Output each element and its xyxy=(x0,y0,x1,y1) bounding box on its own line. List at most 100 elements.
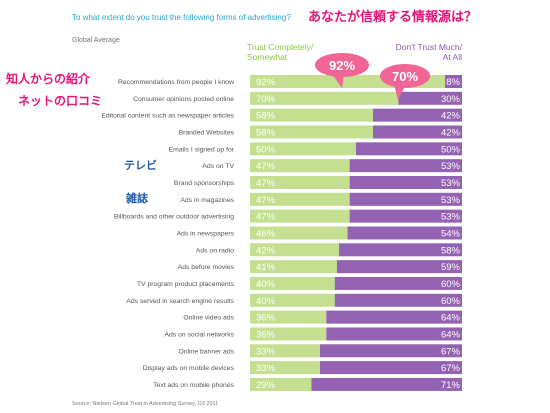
bar-row: Ads in magazines 47% 53% xyxy=(180,192,462,206)
chart-title: To what extent do you trust the followin… xyxy=(72,13,291,22)
bar-row: Display ads on mobile devices 33% 67% xyxy=(143,361,462,375)
bubble-70-label: 70% xyxy=(392,69,418,84)
source-note: Source: Nielsen Global Trust in Advertis… xyxy=(72,401,219,407)
bar-trust xyxy=(250,91,399,105)
value-label-trust: 36% xyxy=(256,313,276,324)
value-label-distrust: 42% xyxy=(441,111,461,122)
legend-trust-line-2: Somewhat xyxy=(247,52,288,62)
callout-bubbles: 92% 70% xyxy=(315,53,430,100)
value-label-trust: 40% xyxy=(256,279,276,290)
value-label-trust: 29% xyxy=(256,380,276,391)
bar-trust xyxy=(250,209,350,223)
value-label-trust: 47% xyxy=(256,212,276,223)
value-label-trust: 70% xyxy=(256,94,276,105)
bar-row: Ads on TV 47% 53% xyxy=(202,159,462,173)
bar-trust xyxy=(250,142,356,156)
value-label-distrust: 53% xyxy=(441,178,461,189)
value-label-trust: 46% xyxy=(256,228,276,239)
bar-distrust xyxy=(356,142,462,156)
bar-row: Consumer opinions posted online 70% 30% xyxy=(133,91,462,105)
bar-row: Ads in newspapers 46% 54% xyxy=(177,226,462,240)
category-label: Text ads on mobile phones xyxy=(153,382,234,389)
category-label: Ads in newspapers xyxy=(177,230,235,237)
value-label-distrust: 30% xyxy=(441,94,461,105)
category-label: Ads before movies xyxy=(178,264,235,271)
bar-row: Ads on social networks 36% 64% xyxy=(164,327,462,341)
bubble-92: 92% xyxy=(315,53,369,88)
category-label: Ads on radio xyxy=(196,247,234,254)
bar-row: Editorial content such as newspaper arti… xyxy=(101,108,462,122)
bar-trust xyxy=(250,377,312,391)
value-label-trust: 40% xyxy=(256,296,276,307)
value-label-distrust: 50% xyxy=(441,144,461,155)
jp-annotation-tv: テレビ xyxy=(124,159,157,172)
category-label: Online banner ads xyxy=(178,348,234,355)
value-label-distrust: 53% xyxy=(441,212,461,223)
value-label-distrust: 53% xyxy=(441,161,461,172)
category-label: Ads on social networks xyxy=(164,331,234,338)
value-label-distrust: 67% xyxy=(441,346,461,357)
bar-trust xyxy=(250,361,320,375)
bar-trust xyxy=(250,192,350,206)
bar-distrust xyxy=(349,209,462,223)
bar-row: TV program product placements 40% 60% xyxy=(137,276,462,290)
value-label-trust: 41% xyxy=(256,262,276,273)
bar-distrust xyxy=(326,327,462,341)
bar-trust xyxy=(250,276,335,290)
bar-trust xyxy=(250,175,350,189)
value-label-distrust: 67% xyxy=(441,363,461,374)
category-label: Emails I signed up for xyxy=(169,146,235,153)
bar-distrust xyxy=(349,175,462,189)
bar-distrust xyxy=(398,91,462,105)
bar-distrust xyxy=(326,310,462,324)
category-label: TV program product placements xyxy=(137,281,235,288)
category-label: Billboards and other outdoor advertising xyxy=(114,214,234,221)
bubble-92-tail xyxy=(332,74,344,88)
legend-distrust-line-2: At All xyxy=(442,52,462,62)
bar-row: Online video ads 36% 64% xyxy=(183,310,462,324)
value-label-trust: 92% xyxy=(256,77,276,88)
value-label-trust: 36% xyxy=(256,329,276,340)
value-label-distrust: 60% xyxy=(441,296,461,307)
bar-distrust xyxy=(334,276,462,290)
bar-row: Brand sponsorships 47% 53% xyxy=(174,175,462,189)
value-label-distrust: 54% xyxy=(441,228,461,239)
bubble-70-tail xyxy=(394,84,406,100)
category-label: Editorial content such as newspaper arti… xyxy=(101,113,234,120)
value-label-trust: 33% xyxy=(256,346,276,357)
bar-row: Text ads on mobile phones 29% 71% xyxy=(153,377,462,391)
value-label-trust: 50% xyxy=(256,144,276,155)
bar-trust xyxy=(250,159,350,173)
value-label-distrust: 59% xyxy=(441,262,461,273)
bar-distrust xyxy=(336,260,462,274)
legend-trust-line-1: Trust Completely/ xyxy=(247,42,314,52)
bar-distrust xyxy=(319,361,462,375)
chart-subtitle: Global Average xyxy=(72,37,120,44)
value-label-trust: 47% xyxy=(256,161,276,172)
jp-title: あなたが信頼する情報源は？ xyxy=(308,10,478,25)
category-label: Online video ads xyxy=(183,315,234,322)
jp-annotation-online-review: ネットの口コミ xyxy=(18,94,103,108)
value-label-distrust: 60% xyxy=(441,279,461,290)
bar-trust xyxy=(250,327,327,341)
bar-trust xyxy=(250,310,327,324)
bar-distrust xyxy=(349,159,462,173)
bar-row: Billboards and other outdoor advertising… xyxy=(114,209,462,223)
bar-row: Online banner ads 33% 67% xyxy=(178,344,462,358)
value-label-trust: 33% xyxy=(256,363,276,374)
bar-distrust xyxy=(339,243,462,257)
category-label: Ads served in search engine results xyxy=(126,298,234,305)
bar-row: Ads served in search engine results 40% 60… xyxy=(126,293,462,307)
category-label: Consumer opinions posted online xyxy=(133,96,234,103)
bubble-92-shape xyxy=(315,53,369,77)
value-label-trust: 58% xyxy=(256,111,276,122)
jp-annotation-magazine: 雑誌 xyxy=(126,192,148,205)
bar-trust xyxy=(250,226,348,240)
bar-distrust xyxy=(334,293,462,307)
bar-trust xyxy=(250,293,335,307)
value-label-trust: 47% xyxy=(256,178,276,189)
value-label-distrust: 64% xyxy=(441,329,461,340)
legend-distrust-line-1: Don't Trust Much/ xyxy=(395,42,462,52)
bubble-70: 70% xyxy=(380,64,430,100)
